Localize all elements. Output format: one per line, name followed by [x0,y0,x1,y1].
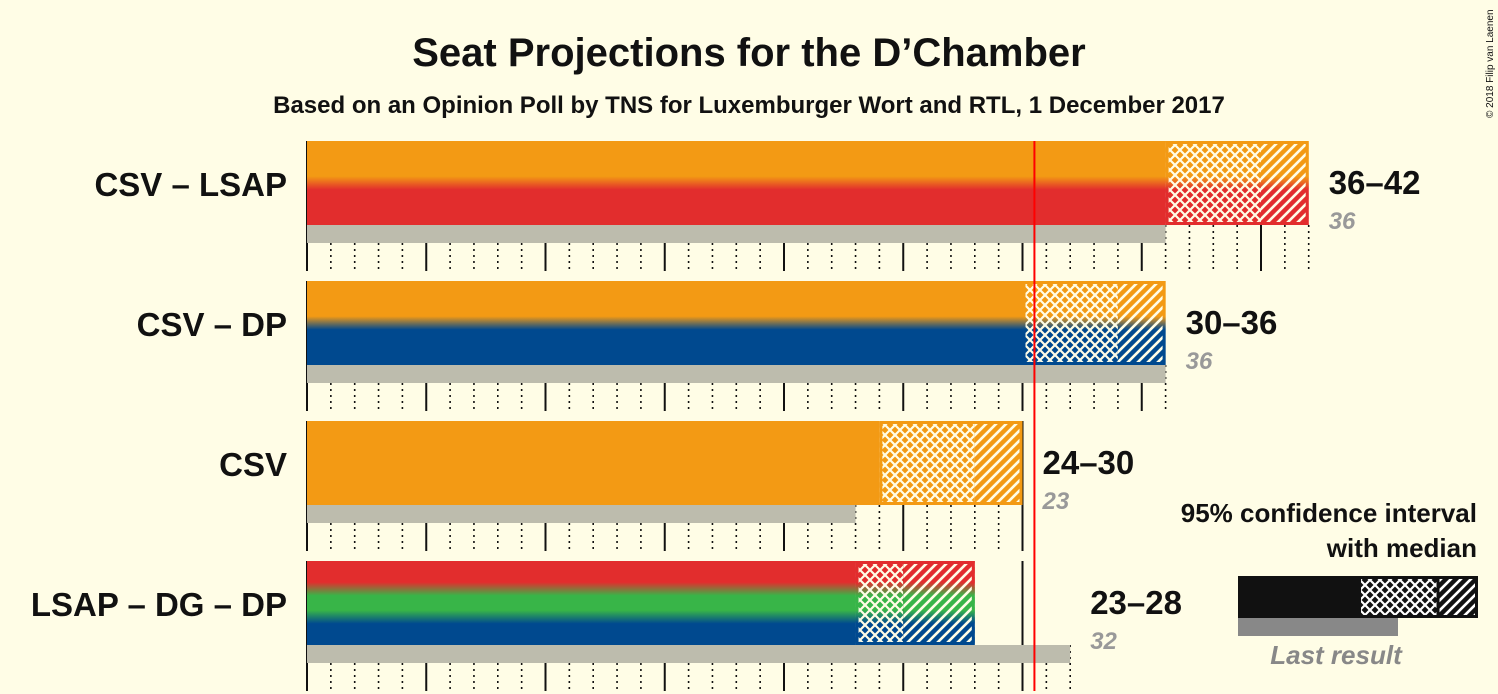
legend-title-line2: with median [1326,533,1477,563]
ci-outline [879,421,1023,505]
bar-solid [307,421,880,505]
range-label: 30–36 [1186,304,1278,341]
last-result-label: 36 [1186,348,1213,375]
legend-title-line1: 95% confidence interval [1181,498,1477,528]
legend-hatch-pattern [1438,576,1478,618]
party-label: LSAP – DG – DP [31,586,287,623]
bar-ci-upper-pattern [1261,141,1309,225]
bar-ci-lower-pattern [1022,281,1118,365]
last-result-label: 32 [1090,628,1117,655]
ci-outline [1022,281,1166,365]
ci-outline [855,561,975,645]
last-result-label: 36 [1329,208,1356,235]
chart-subtitle: Based on an Opinion Poll by TNS for Luxe… [273,92,1225,119]
legend-solid-bar [1238,576,1358,618]
party-rows: CSV – LSAP 36–42 36 CSV – DP 30–36 36 CSV 24–30… [31,141,1420,691]
chart-title: Seat Projections for the D’Chamber [412,31,1085,75]
range-label: 23–28 [1090,584,1182,621]
bar-solid [307,281,1023,365]
last-result-bar [307,225,1166,243]
last-result-label: 23 [1042,488,1070,515]
legend-last-result-bar [1238,618,1398,636]
legend: 95% confidence interval with median Last… [1181,498,1478,670]
legend-crosshatch-pattern [1358,576,1438,618]
bar-solid [307,561,856,645]
last-result-bar [307,505,856,523]
bar-ci-upper-pattern [903,561,975,645]
last-result-bar [307,365,1166,383]
row-1: CSV – DP 30–36 36 [137,281,1278,411]
legend-last-result-label: Last result [1270,640,1403,670]
bar-ci-lower-pattern [855,561,904,645]
ci-outline [1165,141,1309,225]
range-label: 24–30 [1043,444,1135,481]
row-0: CSV – LSAP 36–42 36 [94,141,1420,271]
last-result-bar [307,645,1071,663]
party-label: CSV [219,446,287,483]
bar-ci-upper-pattern [1117,281,1166,365]
party-label: CSV – DP [137,306,287,343]
bar-solid [307,141,1166,225]
bar-ci-lower-pattern [879,421,975,505]
row-3: LSAP – DG – DP 23–28 32 [31,561,1182,691]
range-label: 36–42 [1329,164,1421,201]
bar-ci-upper-pattern [974,421,1023,505]
bar-ci-lower-pattern [1165,141,1261,225]
row-2: CSV 24–30 23 [219,421,1134,551]
legend-outline [1358,576,1478,618]
copyright-notice: © 2018 Filip van Laenen [1485,9,1496,118]
party-label: CSV – LSAP [94,166,287,203]
